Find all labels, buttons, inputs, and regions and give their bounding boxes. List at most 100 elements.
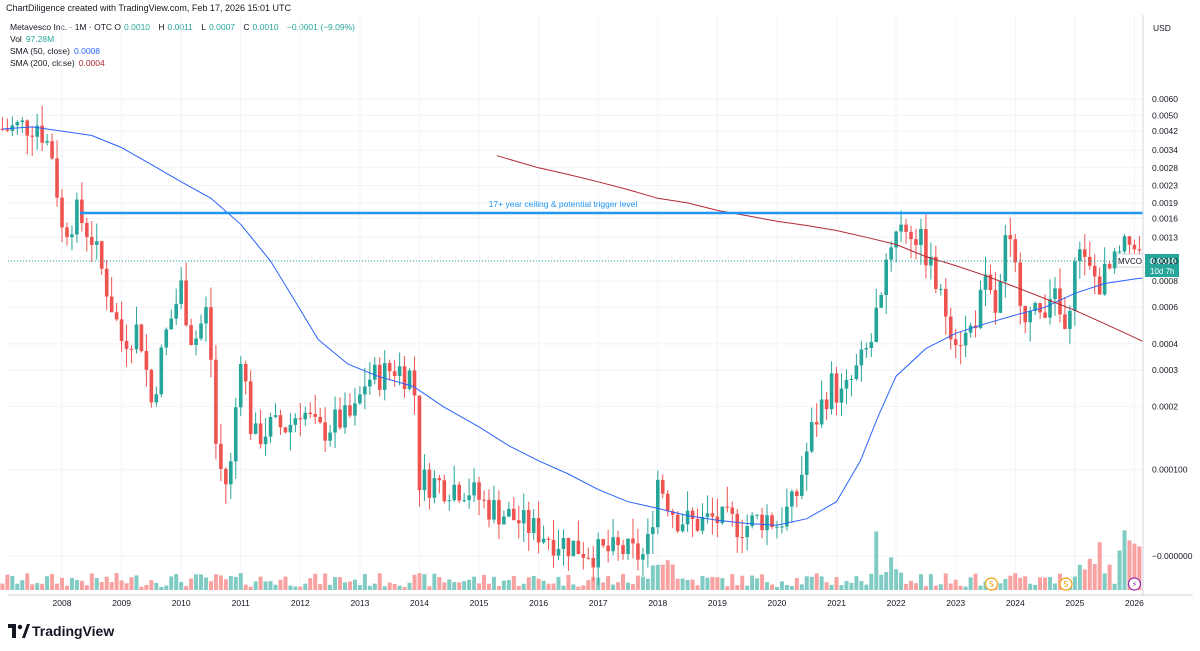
y-tick-label: 0.0008 <box>1152 276 1178 286</box>
volume-bar <box>263 581 268 590</box>
candle-body <box>780 526 784 528</box>
volume-bar <box>1033 584 1038 590</box>
volume-bar <box>601 582 606 590</box>
candle-body <box>795 491 799 496</box>
volume-bar <box>611 584 616 590</box>
volume-bar <box>144 584 149 590</box>
y-tick-label: 0.0060 <box>1152 94 1178 104</box>
candle-body <box>432 478 437 498</box>
candle-body <box>129 348 134 350</box>
sma200-line <box>496 155 1144 343</box>
y-tick-label: 0.0006 <box>1152 302 1178 312</box>
x-tick-label: 2010 <box>172 598 191 608</box>
candle-body <box>85 223 89 237</box>
candle-body <box>179 280 183 305</box>
volume-bar <box>25 573 30 590</box>
x-tick-label: 2023 <box>946 598 965 608</box>
x-tick-label: 2015 <box>470 598 489 608</box>
candle-body <box>253 423 258 434</box>
volume-bar <box>432 573 437 590</box>
candle-body <box>581 553 586 558</box>
volume-bar <box>531 575 536 590</box>
candle-body <box>5 129 10 131</box>
candle-body <box>248 381 253 434</box>
volume-bar <box>60 577 64 590</box>
candle-body <box>914 239 918 246</box>
candle-body <box>680 524 685 532</box>
legend-symbol-row: Metavesco Inc. · 1M · OTC O 0.0010 H 0.001… <box>10 22 358 32</box>
candle-body <box>660 479 665 494</box>
candle-body <box>963 332 968 346</box>
candle-body <box>512 508 516 521</box>
candle-body <box>770 515 774 528</box>
volume-bar <box>665 560 670 590</box>
volume-bar <box>690 579 695 590</box>
candle-body <box>894 231 898 248</box>
candle-body <box>695 518 700 531</box>
volume-bar <box>913 583 918 590</box>
axes: 0.0060 0.0050 0.0042 0.0034 0.0028 0.0023 0.00… <box>8 15 1193 608</box>
volume-bar <box>938 584 943 590</box>
volume-bar <box>923 586 928 590</box>
volume-bar <box>154 582 159 590</box>
volume-bar <box>834 577 839 590</box>
candle-body <box>1053 288 1057 300</box>
x-tick-label: 2016 <box>529 598 548 608</box>
candle-body <box>1068 310 1072 329</box>
candle-body <box>705 513 710 517</box>
y-tick-label: −0.000000 <box>1152 551 1193 561</box>
candle-body <box>790 491 794 507</box>
candle-body <box>323 422 327 441</box>
candle-body <box>114 312 119 320</box>
volume-bar <box>1077 564 1082 590</box>
volume-bar <box>725 586 730 590</box>
candle-body <box>1107 263 1112 269</box>
candle-body <box>139 324 144 352</box>
volume-bar <box>338 577 343 590</box>
volume-bar <box>1008 575 1013 590</box>
footer-brand-text: TradingView <box>32 623 115 639</box>
volume-bar <box>784 584 789 590</box>
candle-body <box>258 423 263 445</box>
volume-bar <box>308 578 313 590</box>
volume-bar <box>1082 569 1087 590</box>
candle-body <box>849 379 854 381</box>
x-tick-label: 2014 <box>410 598 429 608</box>
volume-bar <box>407 582 412 590</box>
volume-bar <box>501 580 506 590</box>
candle-body <box>1008 235 1013 240</box>
candle-body <box>412 370 417 396</box>
volume-bar <box>74 580 79 590</box>
volume-bar <box>248 586 253 590</box>
candle-body <box>924 228 928 266</box>
volume-bar <box>551 583 556 590</box>
candle-body <box>278 415 283 428</box>
y-tick-label: 0.0013 <box>1152 232 1178 242</box>
candle-body <box>829 373 834 410</box>
candle-body <box>939 288 943 290</box>
candle-body <box>685 510 690 525</box>
volume-bar <box>40 583 45 590</box>
candle-body <box>149 369 154 403</box>
volume-bar <box>412 574 417 590</box>
x-tick-label: 2008 <box>53 598 72 608</box>
volume-bar <box>45 576 50 590</box>
volume-bar <box>50 574 55 590</box>
volume-bars <box>0 530 1142 590</box>
volume-bar <box>1053 583 1057 590</box>
y-tick-label: 0.0010 <box>1152 256 1178 266</box>
volume-bar <box>149 580 154 590</box>
candle-body <box>1043 312 1047 318</box>
grid-lines <box>8 15 1143 590</box>
volume-bar <box>104 576 109 590</box>
candle-body <box>760 514 764 531</box>
x-tick-label: 2021 <box>827 598 846 608</box>
candle-body <box>343 405 347 428</box>
volume-bar <box>799 584 804 590</box>
y-tick-label: 0.0016 <box>1152 213 1178 223</box>
candle-body <box>273 415 278 417</box>
candle-body <box>333 409 337 433</box>
volume-bar <box>318 584 323 590</box>
candle-body <box>571 540 576 557</box>
volume-bar <box>909 580 914 590</box>
